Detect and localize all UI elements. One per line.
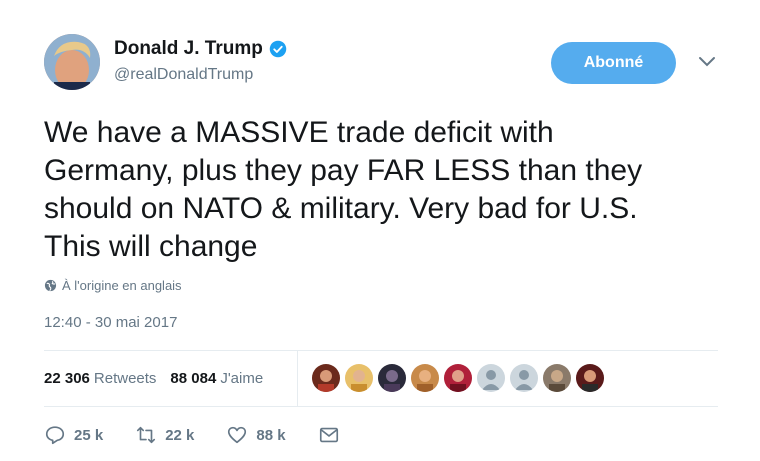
translation-note[interactable]: À l'origine en anglais [44,278,182,293]
reply-count: 25 k [74,426,104,444]
liker-avatar[interactable] [378,364,406,392]
liker-avatar[interactable] [444,364,472,392]
heart-icon [228,426,247,444]
avatar[interactable] [44,34,100,90]
chevron-down-icon[interactable] [698,56,716,68]
liker-avatar[interactable] [510,364,538,392]
tweet-actions: 25 k 22 k 88 k [44,424,372,446]
retweet-button[interactable]: 22 k [135,424,194,446]
tweet-text: We have a MASSIVE trade deficit with Ger… [44,116,643,263]
user-handle[interactable]: @realDonaldTrump [114,66,254,83]
display-name-text[interactable]: Donald J. Trump [114,38,263,59]
following-button[interactable]: Abonné [551,42,676,84]
translation-label[interactable]: À l'origine en anglais [62,278,182,293]
display-name[interactable]: Donald J. Trump [114,38,287,60]
globe-icon [44,279,57,292]
liker-avatar[interactable] [345,364,373,392]
reply-icon [45,426,65,445]
divider [44,350,718,351]
envelope-icon [319,427,338,443]
liker-avatar[interactable] [576,364,604,392]
liker-avatars [312,364,604,392]
liker-avatar[interactable] [543,364,571,392]
stats-separator [297,350,298,406]
retweet-count: 22 k [165,426,195,444]
retweets-stat[interactable]: 22 306 Retweets [44,370,156,387]
liker-avatar[interactable] [411,364,439,392]
retweets-count: 22 306 [44,369,90,387]
liker-avatar[interactable] [477,364,505,392]
likes-label: J'aime [220,369,264,387]
verified-badge-icon [269,40,287,58]
timestamp[interactable]: 12:40 - 30 mai 2017 [44,314,178,331]
retweets-label: Retweets [93,369,157,387]
retweet-icon [137,426,156,444]
like-button[interactable]: 88 k [226,424,286,446]
engagement-stats: 22 306 Retweets 88 084 J'aime [44,350,277,406]
likes-stat[interactable]: 88 084 J'aime [170,370,263,387]
like-count: 88 k [256,426,286,444]
liker-avatar[interactable] [312,364,340,392]
direct-message-button[interactable] [318,424,340,446]
likes-count: 88 084 [170,369,217,387]
reply-button[interactable]: 25 k [44,424,103,446]
divider [44,406,718,407]
